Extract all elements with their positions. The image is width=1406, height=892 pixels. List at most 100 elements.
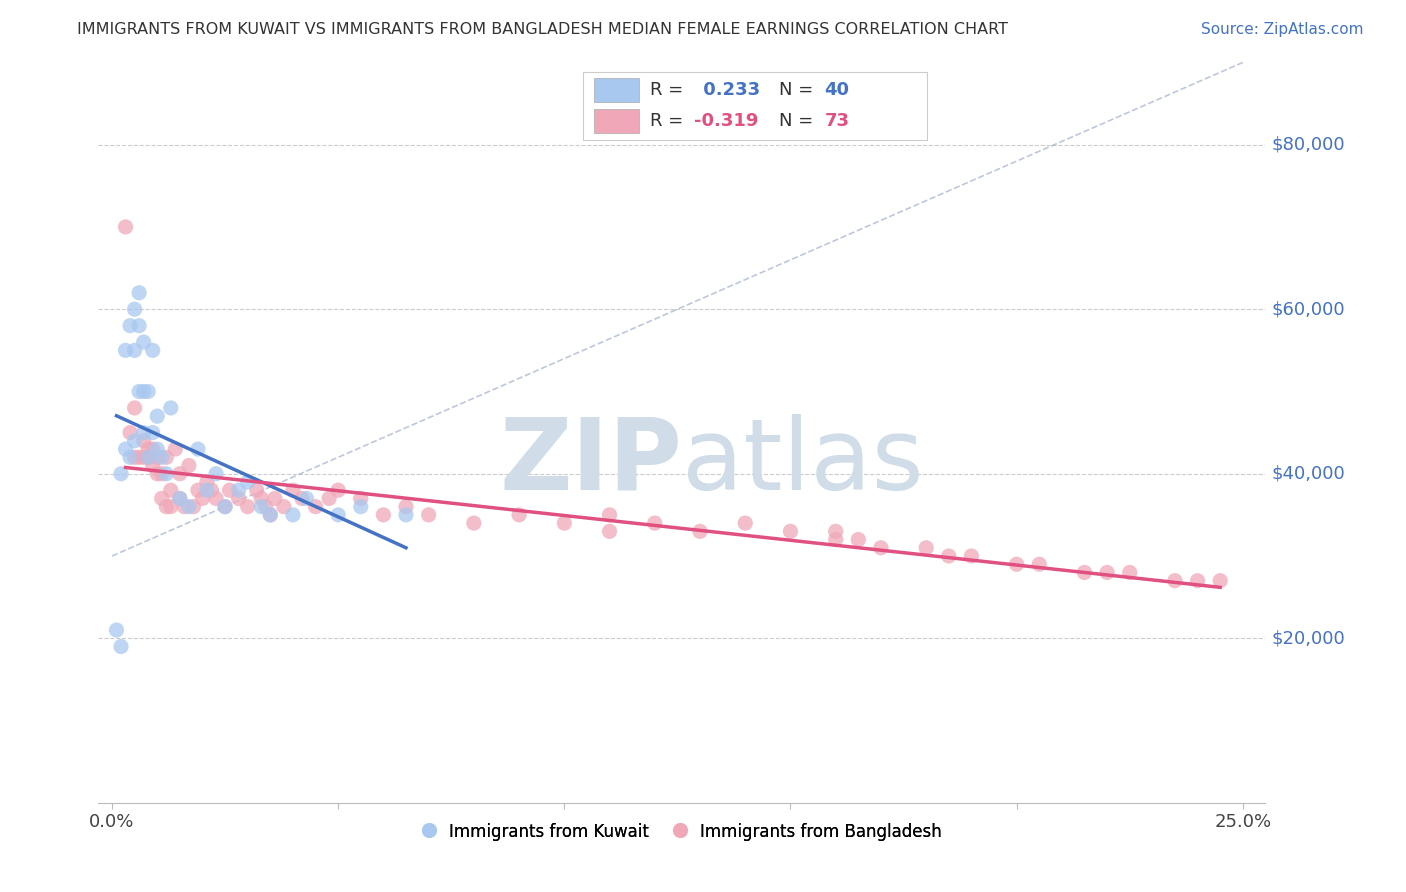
Point — [142, 425, 165, 440]
Text: -0.319: -0.319 — [693, 112, 758, 130]
Point — [250, 491, 273, 506]
Point — [155, 450, 177, 465]
Point — [350, 491, 373, 506]
Point — [508, 508, 530, 522]
Point — [463, 516, 485, 530]
Point — [191, 491, 214, 506]
Point — [236, 500, 259, 514]
Point — [155, 500, 177, 514]
Point — [205, 467, 228, 481]
Point — [124, 302, 146, 317]
Text: R =: R = — [651, 112, 689, 130]
Point — [938, 549, 960, 563]
Point — [281, 508, 304, 522]
Legend: Immigrants from Kuwait, Immigrants from Bangladesh: Immigrants from Kuwait, Immigrants from … — [415, 816, 949, 847]
Point — [246, 483, 269, 498]
Point — [177, 458, 200, 473]
Point — [214, 500, 236, 514]
Point — [1095, 566, 1118, 580]
Point — [120, 318, 142, 333]
Text: $40,000: $40,000 — [1271, 465, 1346, 483]
Point — [259, 508, 281, 522]
Point — [124, 401, 146, 415]
Point — [124, 434, 146, 448]
Point — [295, 491, 318, 506]
Point — [136, 384, 159, 399]
Point — [846, 533, 869, 547]
Point — [205, 491, 228, 506]
Point — [960, 549, 983, 563]
Point — [689, 524, 711, 539]
Point — [1005, 558, 1028, 572]
Point — [291, 491, 314, 506]
Point — [142, 442, 165, 456]
Point — [200, 483, 222, 498]
Point — [150, 450, 173, 465]
Point — [128, 285, 150, 300]
Point — [1073, 566, 1095, 580]
FancyBboxPatch shape — [595, 109, 638, 133]
Point — [159, 483, 181, 498]
Text: N =: N = — [779, 81, 818, 99]
Point — [1209, 574, 1232, 588]
Point — [304, 500, 326, 514]
Point — [328, 508, 350, 522]
Point — [146, 409, 169, 424]
Point — [395, 500, 418, 514]
Point — [218, 483, 240, 498]
Point — [644, 516, 666, 530]
Point — [136, 442, 159, 456]
Point — [132, 450, 155, 465]
Point — [870, 541, 893, 555]
Point — [132, 384, 155, 399]
Point — [254, 500, 277, 514]
Point — [114, 219, 136, 234]
Point — [128, 318, 150, 333]
Text: $60,000: $60,000 — [1271, 301, 1346, 318]
Text: R =: R = — [651, 81, 689, 99]
Point — [263, 491, 285, 506]
Point — [418, 508, 440, 522]
FancyBboxPatch shape — [595, 78, 638, 102]
Point — [169, 467, 191, 481]
Text: 0.233: 0.233 — [697, 81, 761, 99]
Text: Source: ZipAtlas.com: Source: ZipAtlas.com — [1201, 22, 1364, 37]
Point — [1187, 574, 1209, 588]
Point — [124, 343, 146, 358]
Text: $80,000: $80,000 — [1271, 136, 1346, 153]
Point — [553, 516, 575, 530]
Point — [734, 516, 756, 530]
Point — [105, 623, 128, 637]
Point — [236, 475, 259, 489]
Point — [350, 500, 373, 514]
Point — [169, 491, 191, 506]
Point — [159, 401, 181, 415]
Point — [128, 450, 150, 465]
Point — [259, 508, 281, 522]
Point — [281, 483, 304, 498]
Point — [132, 425, 155, 440]
Point — [824, 533, 846, 547]
Point — [195, 483, 218, 498]
Text: N =: N = — [779, 112, 818, 130]
Text: atlas: atlas — [682, 414, 924, 511]
Point — [136, 450, 159, 465]
Point — [169, 491, 191, 506]
Point — [159, 500, 181, 514]
Point — [120, 425, 142, 440]
Point — [120, 450, 142, 465]
Point — [114, 442, 136, 456]
Point — [228, 483, 250, 498]
Point — [142, 458, 165, 473]
Point — [150, 491, 173, 506]
Text: ZIP: ZIP — [499, 414, 682, 511]
Point — [1028, 558, 1050, 572]
Text: IMMIGRANTS FROM KUWAIT VS IMMIGRANTS FROM BANGLADESH MEDIAN FEMALE EARNINGS CORR: IMMIGRANTS FROM KUWAIT VS IMMIGRANTS FRO… — [77, 22, 1008, 37]
Point — [146, 450, 169, 465]
FancyBboxPatch shape — [582, 72, 927, 140]
Point — [146, 442, 169, 456]
Point — [142, 343, 165, 358]
Point — [150, 467, 173, 481]
Point — [318, 491, 340, 506]
Point — [1164, 574, 1187, 588]
